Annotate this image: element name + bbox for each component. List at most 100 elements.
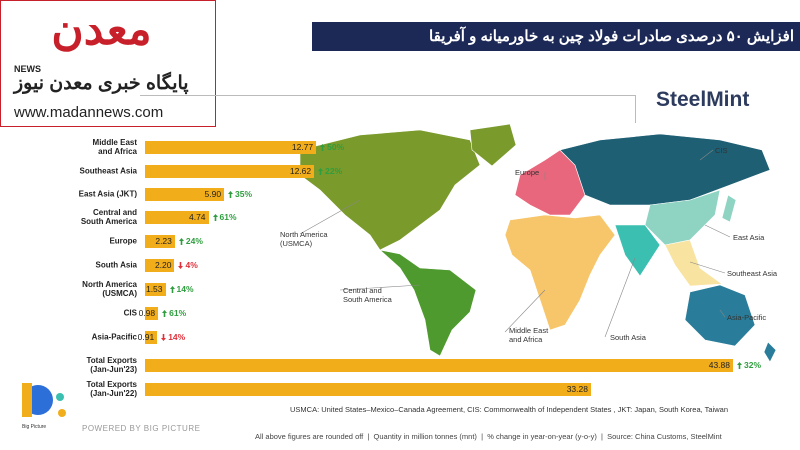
bar — [145, 282, 166, 296]
bar — [145, 164, 315, 178]
change-arrow — [320, 143, 326, 151]
separator — [635, 95, 636, 123]
category-label: Total Exports (Jan-Jun'22) — [86, 380, 137, 398]
region-japan — [721, 194, 737, 223]
logo-tagline: پایگاه خبری معدن نیوز — [14, 73, 189, 94]
change-arrow — [318, 167, 324, 175]
region-south-america — [378, 249, 477, 357]
change-label: 61% — [162, 308, 186, 318]
change-arrow — [161, 333, 167, 341]
change-arrow — [162, 309, 168, 317]
region-europe — [514, 149, 586, 216]
category-label: Southeast Asia — [79, 166, 138, 176]
bp-icon — [56, 393, 64, 401]
change-label: 14% — [161, 332, 185, 342]
region-south-asia — [614, 224, 661, 277]
change-label: 61% — [212, 212, 237, 222]
change-value: 35% — [235, 189, 253, 199]
change-value: 24% — [185, 236, 203, 246]
leader-line — [699, 149, 714, 161]
region-north-america — [299, 129, 481, 251]
change-arrow — [212, 213, 218, 221]
category-label: East Asia (JKT) — [78, 189, 137, 199]
change-label: 35% — [228, 189, 252, 199]
region-east-asia — [644, 189, 721, 246]
change-value: 50% — [327, 142, 345, 152]
category-label: Middle East and Africa — [92, 138, 137, 156]
change-label: 24% — [178, 236, 203, 246]
leader-line — [689, 261, 726, 274]
value-label: 2.20 — [154, 260, 172, 270]
logo-news: NEWS — [14, 64, 41, 74]
leader-line — [604, 257, 636, 338]
bar — [145, 382, 591, 396]
category-label: CIS — [123, 308, 137, 318]
change-arrow — [737, 361, 742, 369]
change-arrow — [178, 237, 184, 245]
footnote: USMCA: United States–Mexico–Canada Agree… — [290, 405, 729, 414]
bar — [145, 210, 209, 224]
leader-line — [704, 224, 731, 238]
leader-line — [719, 309, 726, 318]
map-label: Asia-Pacific — [727, 313, 767, 322]
change-label: 22% — [318, 166, 342, 176]
change-value: 61% — [169, 308, 187, 318]
value-label: 43.88 — [708, 360, 730, 370]
map-label: South Asia — [610, 333, 646, 342]
region-nz — [763, 341, 777, 363]
value-label: 12.62 — [289, 166, 312, 176]
bp-icon — [22, 383, 32, 417]
bp-name: Big Picture — [22, 424, 47, 430]
bar — [145, 234, 175, 248]
map-label: Southeast Asia — [727, 269, 778, 278]
change-label: 14% — [169, 284, 194, 294]
bar — [145, 306, 159, 320]
separator — [140, 95, 635, 96]
map-label: Middle East and Africa — [509, 326, 549, 344]
bar — [145, 358, 733, 372]
region-asia-pacific — [684, 284, 756, 347]
change-label: 4% — [178, 260, 198, 270]
category-label: North America (USMCA) — [82, 280, 137, 298]
change-arrow — [178, 261, 184, 269]
bar — [145, 258, 175, 272]
change-value: 4% — [185, 260, 198, 270]
map-label: North America (USMCA) — [280, 230, 328, 248]
change-arrow — [178, 237, 184, 245]
change-label: 50% — [320, 142, 344, 152]
powered-by: POWERED BY BIG PICTURE — [82, 424, 201, 433]
bar — [145, 330, 158, 344]
bp-icon — [58, 409, 66, 417]
change-value: 61% — [219, 212, 237, 222]
category-label: Total Exports (Jan-Jun'23) — [86, 356, 137, 374]
map-label: CIS — [715, 146, 728, 155]
change-arrow — [212, 213, 218, 221]
change-arrow — [228, 190, 234, 198]
logo-box — [0, 0, 216, 127]
value-label: 4.74 — [188, 212, 206, 222]
map-label: Europe — [515, 168, 540, 177]
leader-line — [339, 284, 421, 291]
source: All above figures are rounded off | Quan… — [255, 432, 722, 441]
category-label: Europe — [109, 236, 137, 246]
logo-url: www.madannews.com — [14, 104, 164, 121]
value-label: 0.91 — [137, 332, 155, 342]
map-label: Central and South America — [343, 286, 392, 304]
change-value: 32% — [744, 360, 762, 370]
logo-name: معدن — [51, 5, 152, 54]
brand: SteelMint — [656, 88, 750, 111]
change-arrow — [178, 261, 184, 269]
change-arrow — [162, 309, 168, 317]
value-label: 12.77 — [291, 142, 314, 152]
leader-line — [504, 289, 546, 333]
change-value: 22% — [325, 166, 343, 176]
change-arrow — [320, 143, 326, 151]
map-label: East Asia — [733, 233, 765, 242]
change-arrow — [161, 333, 167, 341]
value-label: 1.53 — [145, 284, 163, 294]
change-arrow — [169, 285, 175, 293]
change-label: 32% — [737, 360, 761, 370]
change-arrow — [228, 190, 234, 198]
